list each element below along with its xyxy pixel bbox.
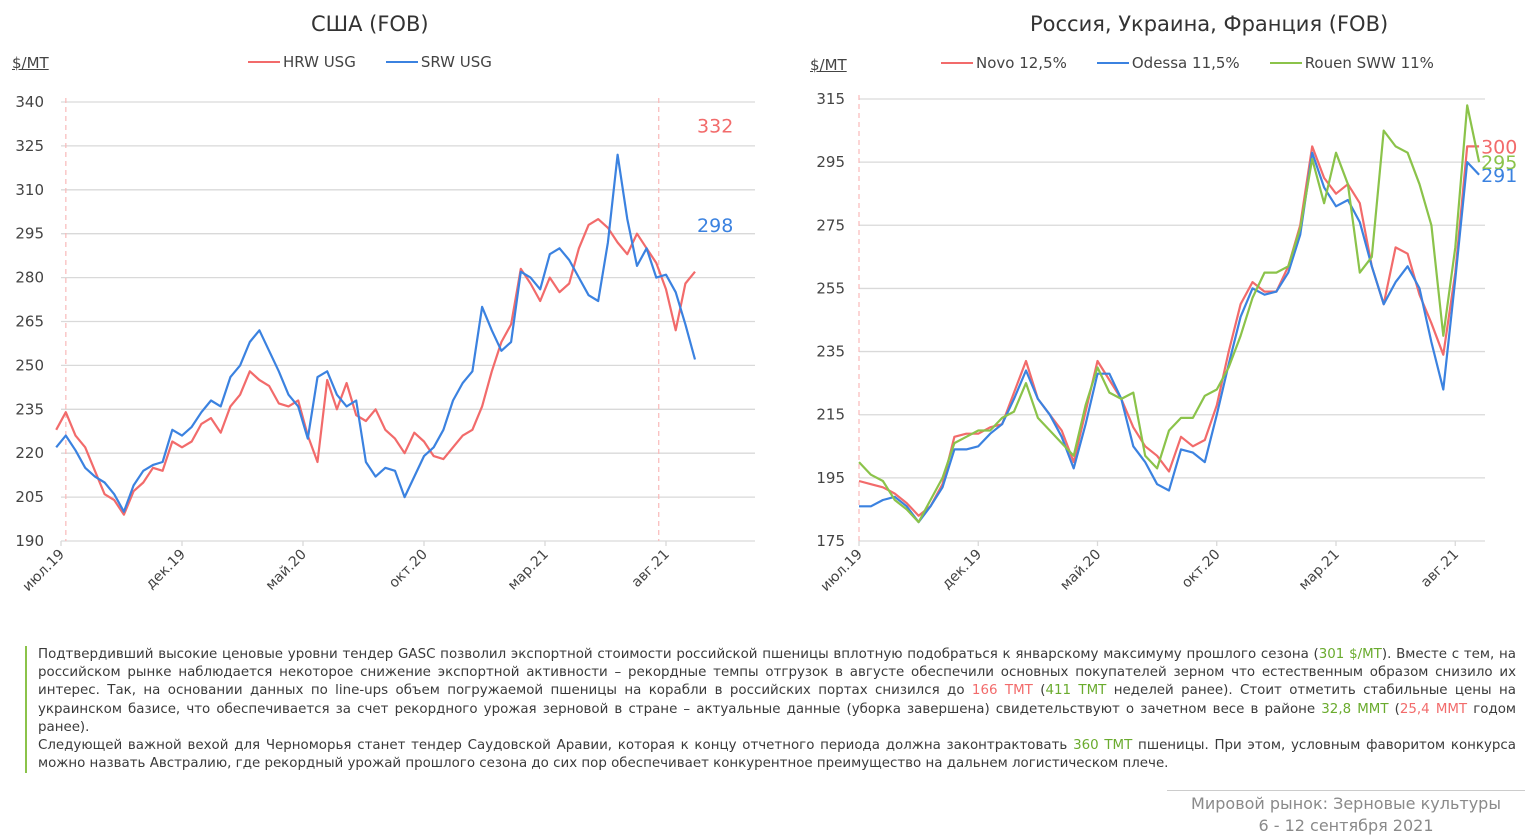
highlight-value: 32,8 ММТ — [1321, 701, 1389, 717]
x-tick-label: май.20 — [263, 547, 310, 594]
y-tick-label: 235 — [15, 400, 44, 418]
legend-item-rouen[interactable]: Rouen SWW 11% — [1269, 54, 1434, 72]
y-tick-label: 280 — [15, 269, 44, 287]
y-tick-label: 265 — [15, 313, 44, 331]
end-value-label: 291 — [1481, 165, 1517, 187]
y-tick-label: 205 — [15, 488, 44, 506]
legend-swatch-srw — [385, 61, 418, 63]
text-run: ( — [1388, 701, 1400, 717]
x-tick-label: авг.21 — [629, 547, 673, 591]
left-chart-unit: $/MT — [12, 54, 49, 72]
highlight-value: 166 ТМТ — [971, 683, 1033, 699]
y-tick-label: 175 — [816, 532, 845, 550]
legend-swatch-rouen — [1269, 62, 1302, 64]
series-line-hrw-usg — [55, 218, 696, 516]
y-tick-label: 275 — [816, 216, 845, 234]
right-chart: 175 195 215 235 255 275 295 315 июл.19 дек.19 май.… — [816, 90, 1517, 595]
legend-item-hrw[interactable]: HRW USG — [248, 53, 356, 71]
left-chart-legend: HRW USG SRW USG — [248, 53, 492, 71]
commentary-paragraph-1: Подтвердивший высокие ценовые уровни тен… — [38, 646, 1516, 737]
y-tick-label: 295 — [816, 153, 845, 171]
left-chart-title: США (FOB) — [311, 12, 429, 36]
legend-swatch-novo — [941, 62, 973, 64]
legend-label-rouen: Rouen SWW 11% — [1304, 54, 1434, 72]
x-tick-label: дек.19 — [939, 547, 985, 593]
highlight-value: 25,4 ММТ — [1399, 701, 1468, 717]
highlight-value: 411 ТМТ — [1045, 683, 1107, 699]
end-value-label: 298 — [697, 215, 733, 237]
x-tick-label: авг.21 — [1418, 547, 1462, 591]
x-tick-label: мар.21 — [1296, 547, 1343, 594]
y-tick-label: 235 — [816, 343, 845, 361]
y-tick-label: 255 — [816, 279, 845, 297]
charts-canvas: 190 205 220 235 250 265 280 295 310 325 340 июл.19 д… — [15, 90, 1517, 595]
right-chart-title: Россия, Украина, Франция (FOB) — [1030, 12, 1389, 36]
highlight-value: 360 ТМТ — [1073, 738, 1133, 754]
legend-swatch-odessa — [1096, 62, 1129, 64]
y-tick-label: 310 — [15, 181, 44, 199]
series-line-odessa-11-5- — [859, 151, 1480, 524]
x-tick-label: окт.20 — [1179, 547, 1224, 592]
legend-item-srw[interactable]: SRW USG — [385, 53, 492, 71]
x-tick-label: мар.21 — [505, 547, 552, 594]
left-chart: 190 205 220 235 250 265 280 295 310 325 340 июл.19 д… — [15, 93, 755, 595]
x-tick-label: май.20 — [1057, 547, 1104, 594]
right-chart-unit: $/MT — [810, 56, 847, 74]
end-value-label: 300 — [1481, 136, 1517, 158]
legend-label-hrw: HRW USG — [283, 53, 356, 71]
commentary-text: Подтвердивший высокие ценовые уровни тен… — [25, 646, 1516, 774]
text-run: неделей ранее). Стоит отметить стабильны… — [38, 683, 1516, 717]
x-tick-label: дек.19 — [143, 547, 189, 593]
end-value-label: 295 — [1481, 152, 1517, 174]
legend-label-srw: SRW USG — [420, 53, 492, 71]
footer-report-dates: 6 - 12 сентября 2021 — [1258, 816, 1434, 835]
y-tick-label: 325 — [15, 137, 44, 155]
y-tick-label: 190 — [15, 532, 44, 550]
legend-swatch-hrw — [248, 61, 280, 63]
footer: Мировой рынок: Зерновые культуры 6 - 12 … — [1167, 790, 1525, 837]
right-chart-legend: Novo 12,5% Odessa 11,5% Rouen SWW 11% — [941, 54, 1434, 72]
commentary-paragraph-2: Следующей важной вехой для Черноморья ст… — [38, 737, 1516, 773]
x-tick-label: июл.19 — [20, 547, 68, 595]
legend-item-odessa[interactable]: Odessa 11,5% — [1096, 54, 1240, 72]
footer-report-title: Мировой рынок: Зерновые культуры — [1191, 794, 1501, 813]
x-tick-label: окт.20 — [386, 547, 431, 592]
y-tick-label: 315 — [816, 90, 845, 108]
y-tick-label: 215 — [816, 406, 845, 424]
text-run: ( — [1032, 683, 1046, 699]
series-line-srw-usg — [55, 153, 697, 513]
legend-label-odessa: Odessa 11,5% — [1131, 54, 1240, 72]
text-run: годом ранее). — [38, 701, 1517, 735]
legend-item-novo[interactable]: Novo 12,5% — [941, 54, 1067, 72]
text-run: Следующей важной вехой для Черноморья ст… — [38, 738, 1074, 754]
legend-label-novo: Novo 12,5% — [976, 54, 1067, 72]
text-run: Подтвердивший высокие ценовые уровни тен… — [38, 647, 1319, 662]
y-tick-label: 340 — [15, 93, 44, 111]
text-run: пшеницы. При этом, условным фаворитом ко… — [38, 738, 1516, 772]
x-tick-label: июл.19 — [818, 547, 866, 595]
highlight-value: 301 $/MT — [1318, 647, 1382, 662]
y-tick-label: 195 — [816, 469, 845, 487]
y-tick-label: 250 — [15, 356, 44, 374]
text-run: ). Вместе с тем, на российском рынке наб… — [38, 647, 1516, 699]
end-value-label: 332 — [697, 115, 733, 137]
y-tick-label: 295 — [15, 225, 44, 243]
y-tick-label: 220 — [15, 444, 44, 462]
